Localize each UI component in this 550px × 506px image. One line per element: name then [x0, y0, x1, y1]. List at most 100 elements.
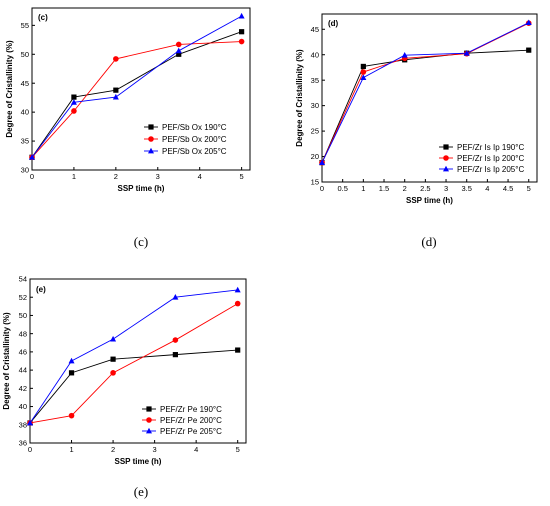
x-tick-label: 1: [361, 184, 365, 193]
y-tick-label: 44: [19, 366, 27, 375]
data-point: [110, 335, 117, 342]
legend-marker: [146, 417, 152, 423]
x-tick-label: 5: [240, 172, 244, 181]
series-line: [29, 289, 238, 424]
panel-tag: (d): [328, 19, 339, 28]
y-tick-label: 55: [21, 21, 29, 30]
data-point: [29, 154, 35, 160]
data-point: [27, 419, 33, 426]
data-point: [68, 412, 75, 419]
y-tick-label: 40: [311, 50, 319, 59]
legend-marker: [146, 406, 152, 412]
y-tick-label: 48: [19, 329, 27, 338]
y-tick-label: 45: [21, 79, 29, 88]
legend-marker: [148, 136, 154, 142]
panel-caption: (d): [421, 234, 436, 249]
data-point: [319, 159, 325, 166]
legend-entry: PEF/Zr Is Ip 190°C: [457, 143, 524, 152]
data-point: [176, 51, 182, 57]
legend-marker: [443, 144, 449, 150]
y-tick-label: 15: [311, 178, 319, 187]
legend-entry: PEF/Zr Pe 200°C: [160, 416, 222, 425]
data-point: [172, 352, 178, 358]
data-point: [70, 99, 77, 105]
y-tick-label: 54: [19, 275, 27, 284]
y-tick-label: 38: [19, 420, 27, 429]
panel-tag: (c): [38, 13, 48, 22]
legend-entry: PEF/Zr Is Ip 200°C: [457, 154, 524, 163]
x-tick-label: 4: [485, 184, 489, 193]
plot-frame: [29, 278, 247, 444]
data-point: [68, 370, 75, 376]
data-point: [175, 47, 182, 54]
x-tick-label: 1: [69, 445, 73, 454]
data-point: [68, 357, 75, 364]
x-tick-label: 0: [30, 172, 34, 181]
data-point: [71, 108, 77, 114]
data-point: [71, 94, 77, 100]
chart-panel-d: 0 0.5 1 1.5 2 2.5 3 3.5 4 4.5 5 15 20 25 30 35 40 45 SSP t…: [295, 13, 538, 205]
y-tick-label: 40: [21, 108, 29, 117]
x-tick-label: 4: [194, 445, 198, 454]
data-point: [463, 50, 470, 56]
plot-frame: [321, 13, 538, 183]
y-tick-label: 25: [311, 127, 319, 136]
legend-marker: [443, 155, 449, 161]
x-axis-label: SSP time (h): [115, 457, 162, 466]
data-point: [234, 300, 241, 307]
legend-marker: [148, 147, 154, 154]
legend-entry: PEF/Zr Pe 190°C: [160, 405, 222, 414]
x-tick-label: 4.5: [503, 184, 513, 193]
legend-marker: [146, 427, 152, 434]
data-point: [112, 93, 119, 100]
y-tick-label: 30: [311, 101, 319, 110]
data-point: [113, 87, 119, 93]
legend-entry: PEF/Zr Pe 205°C: [160, 427, 222, 436]
y-tick-label: 36: [19, 439, 27, 448]
x-tick-label: 3: [156, 172, 160, 181]
data-point: [360, 74, 367, 81]
y-tick-label: 52: [19, 293, 27, 302]
series-line: [321, 22, 529, 163]
data-point: [360, 63, 366, 70]
y-tick-label: 45: [311, 25, 319, 34]
data-point: [110, 370, 116, 376]
y-axis-label: Degree of Cristallinity (%): [295, 49, 304, 147]
x-tick-label: 5: [527, 184, 531, 193]
panel-tag: (e): [36, 285, 46, 294]
y-tick-label: 30: [21, 166, 29, 175]
x-tick-label: 5: [236, 445, 240, 454]
x-tick-label: 0: [320, 184, 324, 193]
x-tick-label: 0: [28, 445, 32, 454]
data-point: [172, 294, 179, 300]
x-tick-label: 2: [111, 445, 115, 454]
x-tick-label: 3: [153, 445, 157, 454]
legend-marker: [148, 124, 154, 130]
y-tick-label: 50: [19, 311, 27, 320]
y-tick-label: 50: [21, 50, 29, 59]
legend-entry: PEF/Zr Is Ip 205°C: [457, 165, 524, 174]
data-point: [172, 337, 179, 343]
data-point: [175, 41, 182, 48]
data-point: [401, 52, 408, 58]
y-tick-label: 20: [311, 152, 319, 161]
data-point: [525, 19, 532, 26]
panel-caption: (c): [134, 234, 148, 249]
legend-entry: PEF/Sb Ox 205°C: [162, 147, 227, 156]
chart-panel-e: 0 1 2 3 4 5 36 38 40 42 44 46 48 50 52 54 SSP time (h) De…: [2, 275, 247, 466]
x-tick-label: 2: [114, 172, 118, 181]
legend-entry: PEF/Sb Ox 190°C: [162, 123, 227, 132]
x-tick-label: 4: [198, 172, 202, 181]
y-tick-label: 40: [19, 402, 27, 411]
y-tick-label: 35: [311, 76, 319, 85]
x-tick-label: 1: [72, 172, 76, 181]
data-point: [238, 12, 245, 19]
x-tick-label: 2.5: [420, 184, 430, 193]
data-point: [234, 286, 241, 293]
data-point: [239, 29, 245, 35]
x-tick-label: 3.5: [461, 184, 471, 193]
data-point: [110, 356, 116, 362]
panel-caption: (e): [134, 484, 148, 499]
